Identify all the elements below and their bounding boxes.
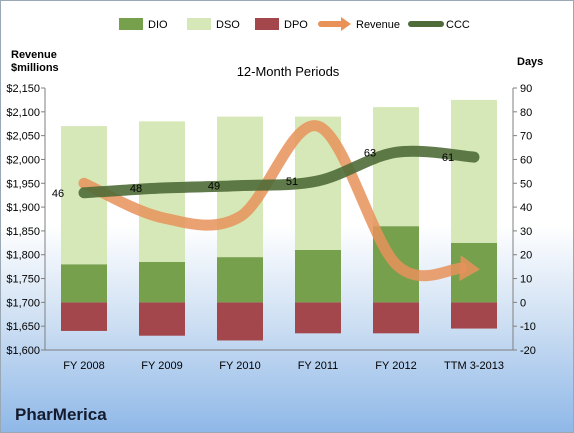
left-tick-label: $1,950	[6, 178, 40, 190]
bar-dpo	[451, 302, 497, 329]
right-tick-label: 50	[520, 178, 532, 190]
revenue-arrowhead	[459, 255, 480, 282]
lines: 46 48 49 51 63 61	[52, 120, 480, 282]
right-tick-label: 10	[520, 274, 532, 286]
x-tick-label: FY 2010	[219, 360, 260, 372]
bar-dpo	[61, 302, 107, 331]
right-tick-label: -20	[520, 345, 536, 357]
legend-label-dpo: DPO	[284, 19, 308, 31]
legend: DIO DSO DPO Revenue CCC	[119, 17, 470, 31]
right-tick-label: 60	[520, 154, 532, 166]
x-tick-label: FY 2012	[375, 360, 416, 372]
right-tick-label: 70	[520, 131, 532, 143]
left-tick-label: $2,100	[6, 107, 40, 119]
left-tick-label: $1,750	[6, 274, 40, 286]
legend-label-ccc: CCC	[446, 19, 470, 31]
left-tick-label: $2,050	[6, 131, 40, 143]
bar-dpo	[295, 302, 341, 334]
bar-dpo	[373, 302, 419, 334]
legend-arrowhead-revenue	[341, 17, 351, 31]
bar-dio	[139, 261, 185, 303]
left-tick-label: $1,700	[6, 297, 40, 309]
ccc-data-label: 49	[208, 181, 220, 193]
left-tick-label: $1,650	[6, 321, 40, 333]
right-tick-label: 30	[520, 226, 532, 238]
right-tick-label: 80	[520, 107, 532, 119]
x-tick-label: FY 2009	[141, 360, 182, 372]
bar-dso	[451, 99, 497, 243]
ccc-data-label: 51	[286, 176, 298, 188]
left-tick-label: $2,000	[6, 154, 40, 166]
left-tick-label: $1,600	[6, 345, 40, 357]
ccc-data-label: 46	[52, 188, 64, 200]
bar-dso	[373, 107, 419, 227]
ccc-line	[78, 145, 480, 199]
x-axis-labels: FY 2008 FY 2009 FY 2010 FY 2011 FY 2012 TTM 3…	[63, 360, 504, 372]
right-axis-label: Days	[517, 56, 543, 68]
right-tick-label: 20	[520, 250, 532, 262]
company-name: PharMerica	[15, 405, 107, 424]
bar-dpo	[139, 302, 185, 336]
bar-dio	[61, 264, 107, 303]
x-tick-label: FY 2011	[298, 360, 339, 372]
chart-title: 12-Month Periods	[237, 64, 340, 79]
ccc-data-label: 63	[364, 147, 376, 159]
x-tick-label: FY 2008	[63, 360, 104, 372]
ccc-data-label: 48	[130, 183, 142, 195]
left-tick-label: $1,900	[6, 202, 40, 214]
bars	[61, 99, 497, 341]
revenue-line	[78, 120, 467, 282]
right-tick-label: -10	[520, 321, 536, 333]
right-axis-ticks: -20 -10 0 10 20 30 40 50 60 70 80 90	[513, 83, 536, 357]
left-axis-label-line-2: $millions	[11, 62, 59, 74]
right-tick-label: 40	[520, 202, 532, 214]
legend-label-dio: DIO	[148, 19, 168, 31]
left-axis-label-line-1: Revenue	[11, 49, 57, 61]
legend-swatch-dso	[187, 18, 211, 30]
bar-dio	[217, 257, 263, 303]
right-tick-label: 90	[520, 83, 532, 95]
bar-dio	[295, 249, 341, 303]
legend-label-dso: DSO	[216, 19, 240, 31]
legend-swatch-dpo	[255, 18, 279, 30]
legend-swatch-dio	[119, 18, 143, 30]
bar-dpo	[217, 302, 263, 341]
ccc-data-label: 61	[442, 152, 454, 164]
left-tick-label: $2,150	[6, 83, 40, 95]
left-tick-label: $1,850	[6, 226, 40, 238]
legend-label-revenue: Revenue	[356, 19, 400, 31]
left-tick-label: $1,800	[6, 250, 40, 262]
x-tick-label: TTM 3-2013	[444, 360, 504, 372]
right-tick-label: 0	[520, 297, 526, 309]
left-axis-ticks: $1,600 $1,650 $1,700 $1,750 $1,800 $1,850 $1,9…	[6, 83, 45, 357]
